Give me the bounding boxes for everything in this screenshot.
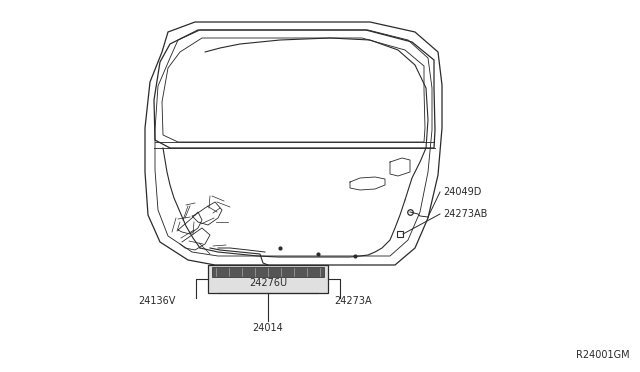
Text: 24014: 24014 xyxy=(253,323,284,333)
Text: 24136V: 24136V xyxy=(138,296,175,306)
Text: 24276U: 24276U xyxy=(249,278,287,288)
Text: 24273AB: 24273AB xyxy=(443,209,488,219)
Text: R24001GM: R24001GM xyxy=(577,350,630,360)
Polygon shape xyxy=(208,265,328,293)
Polygon shape xyxy=(397,231,403,237)
Text: 24273A: 24273A xyxy=(334,296,372,306)
Polygon shape xyxy=(212,267,324,277)
Text: 24049D: 24049D xyxy=(443,187,481,197)
